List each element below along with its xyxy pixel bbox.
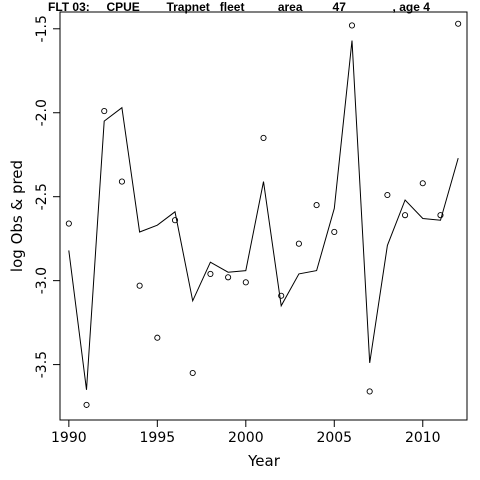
y-axis-label: log Obs & pred: [8, 160, 26, 272]
x-tick-label: 2000: [228, 430, 264, 446]
x-tick-label: 1990: [51, 430, 87, 446]
observed-point: [455, 20, 462, 27]
observed-point: [154, 334, 161, 341]
observed-point: [83, 401, 90, 408]
chart-title: FLT 03: CPUE Trapnet fleet area 47 , age…: [48, 0, 430, 14]
y-axis: -3.5 -3.0 -2.5 -2.0 -1.5: [34, 15, 60, 378]
observed-points-series: [65, 20, 462, 408]
x-axis: 1990 1995 2000 2005 2010: [51, 420, 441, 446]
observed-point: [65, 220, 72, 227]
x-tick-label: 2010: [405, 430, 441, 446]
y-tick-label: -3.5: [34, 351, 50, 378]
observed-point: [278, 292, 285, 299]
observed-point: [136, 282, 143, 289]
observed-point: [118, 178, 125, 185]
observed-point: [331, 228, 338, 236]
observed-point: [402, 212, 409, 219]
y-tick-label: -2.5: [34, 183, 50, 210]
predicted-line-series: [68, 40, 459, 390]
predicted-line: [68, 40, 459, 390]
observed-point: [189, 369, 196, 377]
observed-point: [171, 217, 179, 224]
y-tick-label: -1.5: [34, 15, 50, 42]
x-tick-label: 1995: [140, 430, 176, 446]
observed-point: [366, 388, 373, 395]
y-tick-label: -3.0: [34, 267, 50, 294]
observed-point: [242, 279, 249, 286]
y-tick-label: -2.0: [34, 99, 50, 126]
observed-point: [384, 191, 391, 199]
observed-point: [348, 22, 356, 29]
observed-point: [207, 270, 214, 277]
observed-point: [437, 212, 444, 219]
observed-point: [101, 108, 108, 115]
observed-point: [313, 202, 320, 209]
observed-point: [419, 180, 426, 187]
observed-point: [225, 274, 232, 281]
x-tick-label: 2005: [316, 430, 352, 446]
observed-point: [260, 134, 267, 141]
observed-point: [295, 240, 302, 247]
plot-frame: [59, 11, 468, 421]
x-axis-label: Year: [247, 452, 281, 470]
